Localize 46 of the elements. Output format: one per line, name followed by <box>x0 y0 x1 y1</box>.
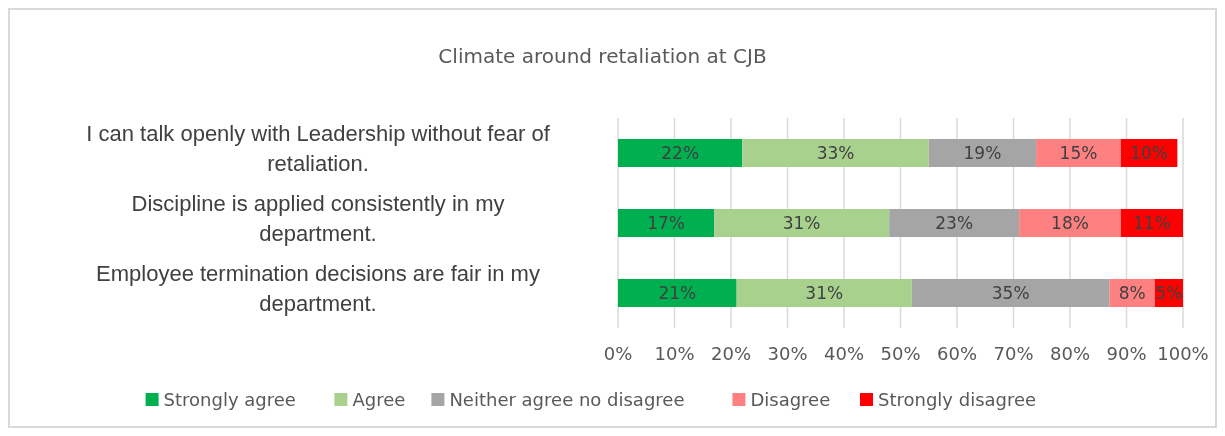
text: 35% <box>991 282 1030 303</box>
x-tick-label: 100% <box>1157 343 1209 364</box>
x-tick-label: 10% <box>654 343 695 364</box>
legend-label: Agree <box>352 389 406 410</box>
bar <box>736 279 912 307</box>
text: 17% <box>647 212 685 233</box>
x-tick-label: 70% <box>993 343 1034 364</box>
legend-label: Strongly disagree <box>878 389 1037 410</box>
x-tick-label: 90% <box>1106 343 1147 364</box>
text: 31% <box>782 212 821 233</box>
x-tick-label: 40% <box>823 343 865 364</box>
bar <box>618 209 715 237</box>
x-tick-label: 0% <box>603 343 633 364</box>
text: 21% <box>658 282 697 303</box>
x-tick-label: 60% <box>936 343 978 364</box>
bar <box>1036 139 1121 167</box>
bar <box>618 139 743 167</box>
text: 11% <box>1133 212 1171 233</box>
text: 23% <box>935 212 974 233</box>
text: 5% <box>1155 282 1183 303</box>
bar <box>889 209 1020 237</box>
text: 33% <box>816 142 855 163</box>
y-tick-label: Discipline is applied consistently in my department. <box>131 191 505 246</box>
text: 18% <box>1051 212 1089 233</box>
legend-label: Strongly agree <box>163 389 296 410</box>
text: 15% <box>1059 142 1098 163</box>
bar <box>618 279 737 307</box>
bar <box>1019 209 1121 237</box>
text: 19% <box>963 142 1002 163</box>
text: 8% <box>1118 282 1146 303</box>
y-tick-label: I can talk openly with Leadership without fear of retaliation. <box>86 121 551 176</box>
text: 10% <box>1130 142 1168 163</box>
x-tick-label: 20% <box>710 343 752 364</box>
x-tick-label: 30% <box>767 343 808 364</box>
x-tick-label: 50% <box>880 343 921 364</box>
legend-label: Disagree <box>750 389 831 410</box>
text: 31% <box>805 282 844 303</box>
chart-title: Climate around retaliation at CJB <box>438 44 767 68</box>
legend-label: Neither agree no disagree <box>449 389 685 410</box>
bar <box>928 139 1037 167</box>
y-tick-label: Employee termination decisions are fair in my department. <box>96 261 540 316</box>
bar <box>911 279 1110 307</box>
bar <box>714 209 890 237</box>
bar <box>742 139 929 167</box>
text: 22% <box>661 142 700 163</box>
x-tick-label: 80% <box>1049 343 1091 364</box>
